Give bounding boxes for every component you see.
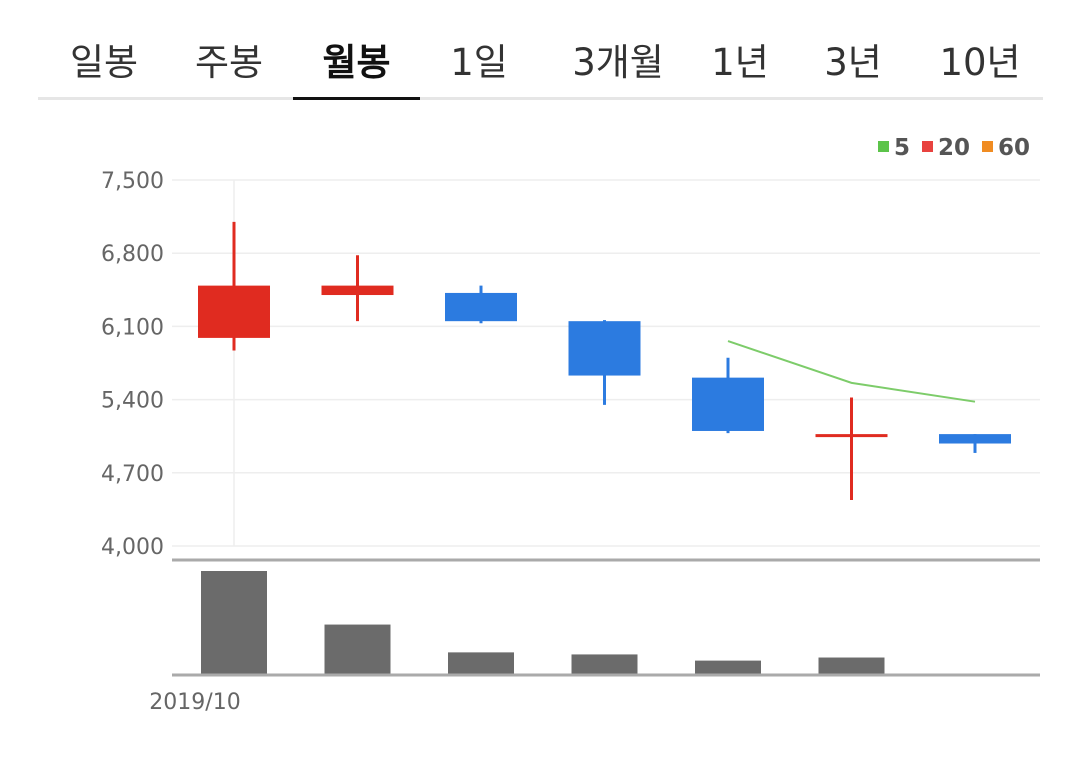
y-axis-ticks: 7,500 6,800 6,100 5,400 4,700 4,000 xyxy=(101,169,164,560)
tab-10-years[interactable]: 10년 xyxy=(939,40,1021,84)
y-tick-label: 4,000 xyxy=(101,535,164,560)
tab-monthly[interactable]: 월봉 xyxy=(293,20,420,100)
legend: 5 20 60 xyxy=(878,135,1030,161)
candle-body xyxy=(692,377,764,431)
legend-label: 5 xyxy=(894,135,910,161)
candle-body xyxy=(198,285,270,338)
ma5-line xyxy=(727,340,976,403)
volume-bar xyxy=(818,657,885,674)
tab-daily[interactable]: 일봉 xyxy=(69,40,139,84)
volume-bar xyxy=(695,660,761,674)
y-tick-label: 6,800 xyxy=(101,242,164,267)
legend-label: 20 xyxy=(938,135,970,161)
tab-1-day[interactable]: 1일 xyxy=(450,40,508,84)
legend-label: 60 xyxy=(998,135,1030,161)
candles xyxy=(198,221,1011,500)
y-tick-label: 6,100 xyxy=(101,315,164,340)
legend-swatch xyxy=(922,141,933,152)
legend-swatch xyxy=(878,141,889,152)
legend-swatch xyxy=(982,141,993,152)
y-tick-label: 5,400 xyxy=(101,389,164,414)
period-tabs: 일봉 주봉 월봉 1일 3개월 1년 3년 10년 xyxy=(38,20,1043,100)
x-tick-label: 2019/10 xyxy=(149,690,240,715)
volume-bar xyxy=(448,652,514,674)
volume-bars xyxy=(201,571,885,674)
y-tick-label: 7,500 xyxy=(101,169,164,194)
tab-3-months[interactable]: 3개월 xyxy=(572,40,664,84)
candle-body xyxy=(568,321,641,376)
tab-weekly[interactable]: 주봉 xyxy=(194,40,264,84)
volume-bar xyxy=(201,571,267,674)
tab-1-year[interactable]: 1년 xyxy=(711,40,769,84)
candle-body xyxy=(939,434,1011,444)
axes xyxy=(172,558,1040,677)
candle-body xyxy=(321,285,394,296)
y-tick-label: 4,700 xyxy=(101,462,164,487)
candle-body xyxy=(445,292,517,322)
moving-average-lines xyxy=(727,340,976,403)
volume-bar xyxy=(571,654,638,674)
candle-body xyxy=(815,434,888,438)
tab-3-years[interactable]: 3년 xyxy=(824,40,882,84)
volume-bar xyxy=(324,624,391,674)
